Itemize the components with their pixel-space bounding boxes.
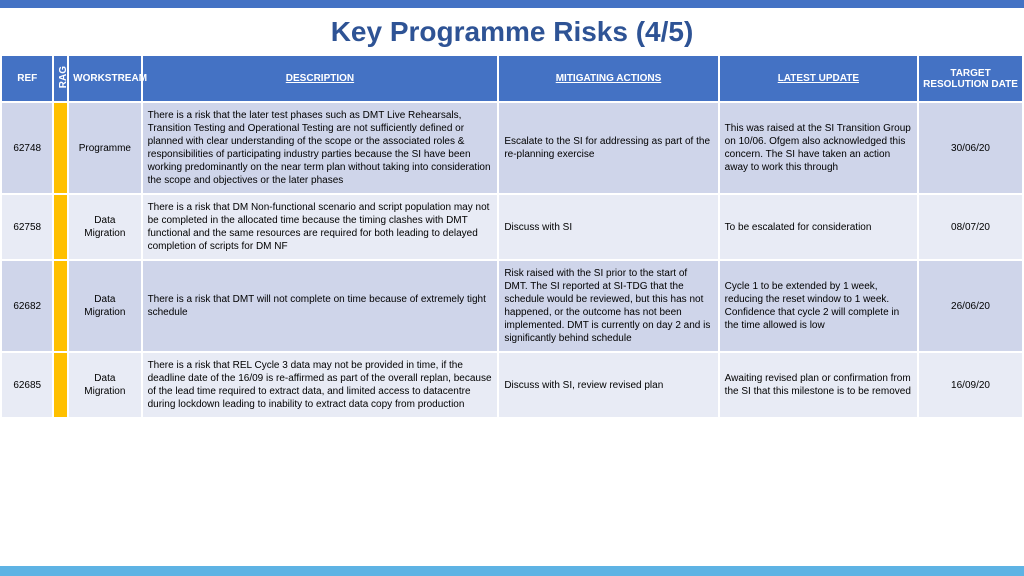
col-description: DESCRIPTION bbox=[142, 55, 499, 102]
col-workstream: WORKSTREAM bbox=[68, 55, 141, 102]
cell-description: There is a risk that DMT will not comple… bbox=[142, 260, 499, 352]
cell-rag bbox=[53, 260, 68, 352]
cell-ref: 62758 bbox=[1, 194, 53, 260]
cell-target: 26/06/20 bbox=[918, 260, 1023, 352]
cell-mitigating: Discuss with SI, review revised plan bbox=[498, 352, 718, 418]
col-ref: REF bbox=[1, 55, 53, 102]
table-row: 62758 Data MigrationThere is a risk that … bbox=[1, 194, 1023, 260]
cell-workstream: Data Migration bbox=[68, 260, 141, 352]
cell-mitigating: Discuss with SI bbox=[498, 194, 718, 260]
cell-rag bbox=[53, 194, 68, 260]
col-target: TARGET RESOLUTION DATE bbox=[918, 55, 1023, 102]
cell-mitigating: Risk raised with the SI prior to the sta… bbox=[498, 260, 718, 352]
cell-description: There is a risk that DM Non-functional s… bbox=[142, 194, 499, 260]
cell-mitigating: Escalate to the SI for addressing as par… bbox=[498, 102, 718, 194]
col-latest: LATEST UPDATE bbox=[719, 55, 918, 102]
top-bar bbox=[0, 0, 1024, 8]
table-row: 62682 Data MigrationThere is a risk that … bbox=[1, 260, 1023, 352]
col-mitigating: MITIGATING ACTIONS bbox=[498, 55, 718, 102]
cell-latest: Awaiting revised plan or confirmation fr… bbox=[719, 352, 918, 418]
table-header-row: REF RAG WORKSTREAM DESCRIPTION MITIGATIN… bbox=[1, 55, 1023, 102]
cell-latest: Cycle 1 to be extended by 1 week, reduci… bbox=[719, 260, 918, 352]
cell-workstream: Data Migration bbox=[68, 352, 141, 418]
cell-target: 30/06/20 bbox=[918, 102, 1023, 194]
cell-latest: To be escalated for consideration bbox=[719, 194, 918, 260]
cell-target: 08/07/20 bbox=[918, 194, 1023, 260]
cell-description: There is a risk that the later test phas… bbox=[142, 102, 499, 194]
cell-rag bbox=[53, 102, 68, 194]
risk-table: REF RAG WORKSTREAM DESCRIPTION MITIGATIN… bbox=[0, 54, 1024, 419]
table-row: 62685 Data MigrationThere is a risk that … bbox=[1, 352, 1023, 418]
col-rag: RAG bbox=[53, 55, 68, 102]
page-title: Key Programme Risks (4/5) bbox=[0, 8, 1024, 54]
cell-ref: 62748 bbox=[1, 102, 53, 194]
table-row: 62748 ProgrammeThere is a risk that the l… bbox=[1, 102, 1023, 194]
cell-latest: This was raised at the SI Transition Gro… bbox=[719, 102, 918, 194]
cell-ref: 62685 bbox=[1, 352, 53, 418]
cell-description: There is a risk that REL Cycle 3 data ma… bbox=[142, 352, 499, 418]
cell-target: 16/09/20 bbox=[918, 352, 1023, 418]
cell-workstream: Data Migration bbox=[68, 194, 141, 260]
cell-workstream: Programme bbox=[68, 102, 141, 194]
cell-rag bbox=[53, 352, 68, 418]
bottom-bar bbox=[0, 566, 1024, 576]
cell-ref: 62682 bbox=[1, 260, 53, 352]
